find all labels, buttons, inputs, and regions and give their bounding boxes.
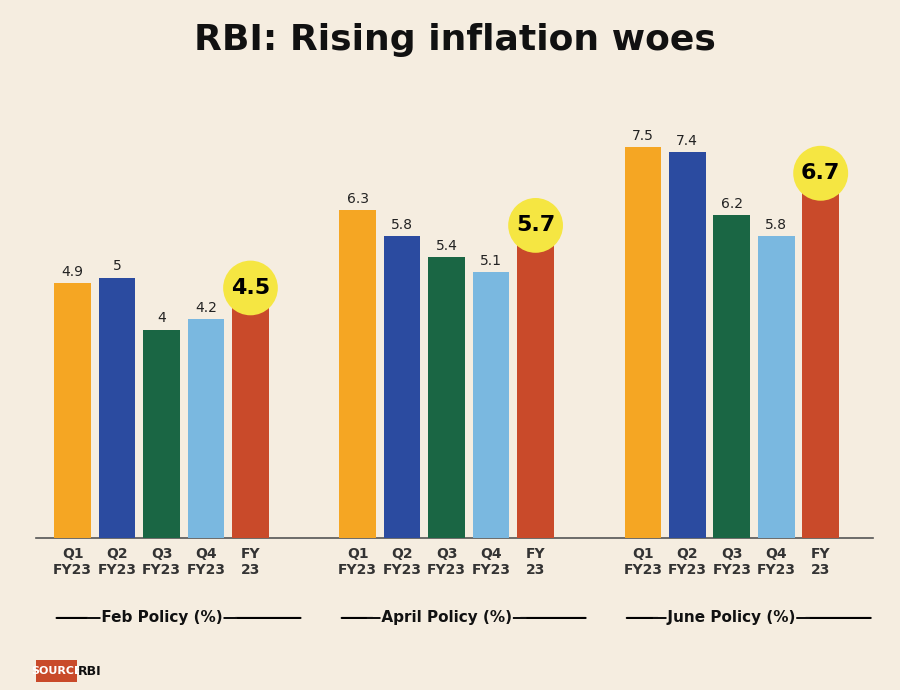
Bar <box>339 210 376 538</box>
Text: 6.7: 6.7 <box>801 164 841 184</box>
Text: 7.4: 7.4 <box>677 135 698 148</box>
Bar <box>143 330 180 538</box>
Text: 4.9: 4.9 <box>61 264 84 279</box>
Title: RBI: Rising inflation woes: RBI: Rising inflation woes <box>194 23 716 57</box>
Text: 5.1: 5.1 <box>480 254 502 268</box>
Bar <box>758 236 795 538</box>
Text: 4: 4 <box>158 311 166 326</box>
Text: SOURCE: SOURCE <box>32 666 82 676</box>
Bar <box>714 215 750 538</box>
Bar <box>625 147 662 538</box>
Text: 6.2: 6.2 <box>721 197 742 211</box>
Bar <box>518 241 554 538</box>
Text: —Feb Policy (%)—: —Feb Policy (%)— <box>86 611 238 625</box>
Bar <box>384 236 420 538</box>
Bar <box>232 304 269 538</box>
Bar <box>472 273 509 538</box>
Text: —June Policy (%)—: —June Policy (%)— <box>652 611 811 625</box>
Text: 5: 5 <box>112 259 122 273</box>
Text: 4.5: 4.5 <box>231 278 270 298</box>
Bar <box>428 257 465 538</box>
Bar <box>669 152 706 538</box>
Text: 5.4: 5.4 <box>436 239 457 253</box>
Bar <box>99 277 135 538</box>
Text: 4.2: 4.2 <box>195 301 217 315</box>
Text: 5.8: 5.8 <box>765 217 788 232</box>
FancyBboxPatch shape <box>36 660 77 682</box>
Text: 7.5: 7.5 <box>632 129 653 143</box>
Bar <box>188 319 224 538</box>
Text: —April Policy (%)—: —April Policy (%)— <box>366 611 527 625</box>
Text: 5.7: 5.7 <box>516 215 555 235</box>
Text: 5.8: 5.8 <box>392 217 413 232</box>
Text: 6.3: 6.3 <box>346 192 369 206</box>
Text: RBI: RBI <box>78 664 102 678</box>
Bar <box>54 283 91 538</box>
Bar <box>803 189 839 538</box>
